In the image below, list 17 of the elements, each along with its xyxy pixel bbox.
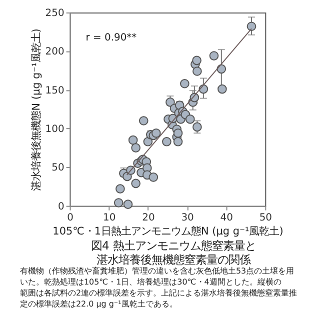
annotation: r = 0.90** (86, 32, 137, 44)
text: 図4 熱土アンモニウム態窒素量と湛水培養後無機態窒素量の関係 (90, 238, 256, 267)
y-tick-label: 250 (45, 8, 64, 19)
x-axis-title: 105℃・1日熱土アンモニウム態N (μg g⁻¹風乾土) (52, 225, 284, 238)
x-tick-label: 30 (181, 212, 194, 224)
x-tick-label: 0 (67, 212, 74, 224)
y-tick-label: 100 (45, 124, 64, 135)
x-tick-label: 10 (103, 212, 116, 224)
x-tick-label: 20 (142, 212, 155, 224)
x-tick-label: 40 (220, 212, 233, 224)
text: 有機物（作物残渣や畜糞堆肥）管理の違いを含む灰色低地土53点の土壌を用いた。乾熱処理は105℃・1日、培養処理は30℃・4週間とした。縦横の範囲は各試料の2連の標準誤差を示す。上記による湛水培養後無機態窒素量推定の標準誤差は22.0 μg g⁻¹風乾土である。 (20, 266, 298, 309)
y-tick-label: 50 (52, 162, 64, 174)
y-axis-title: 湛水培養後無機態N (μg g⁻¹風乾土) (30, 28, 42, 191)
y-tick-label: 200 (45, 46, 64, 58)
y-tick-label: 150 (45, 85, 64, 96)
y-tick-label: 0 (58, 201, 64, 212)
x-tick-label: 50 (259, 212, 272, 224)
